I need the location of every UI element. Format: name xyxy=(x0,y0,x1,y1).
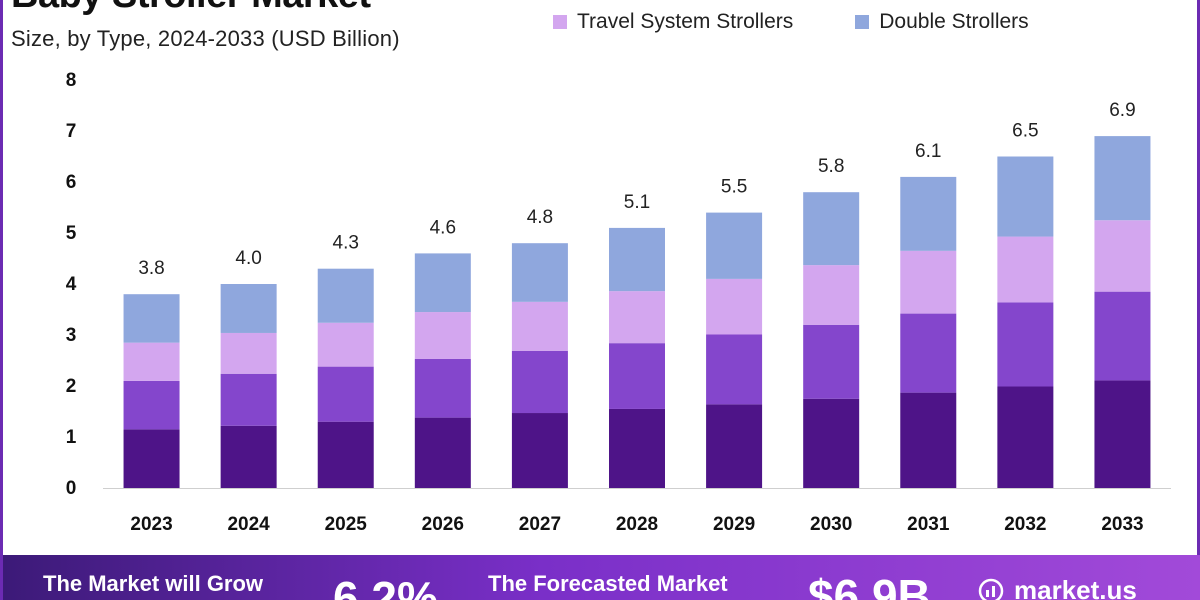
chart-title: Baby Stroller Market xyxy=(11,0,371,17)
bar-segment-2025-s2 xyxy=(317,322,374,367)
brand-logo: market.us xyxy=(978,575,1137,600)
bar-segment-2027-s0 xyxy=(511,413,568,488)
total-label-2023: 3.8 xyxy=(138,258,164,279)
x-tick-label-2030: 2030 xyxy=(810,514,852,535)
total-label-2030: 5.8 xyxy=(818,156,844,177)
bar-segment-2025-s1 xyxy=(317,366,374,422)
legend-item-travel-system: Travel System Strollers xyxy=(553,10,793,34)
y-tick-label: 8 xyxy=(66,70,77,91)
banner-forecast-value: $6.9B xyxy=(808,570,931,600)
total-label-2024: 4.0 xyxy=(235,248,261,269)
bar-segment-2033-s2 xyxy=(1094,220,1151,292)
total-label-2032: 6.5 xyxy=(1012,121,1038,142)
bar-segment-2028-s3 xyxy=(609,227,665,292)
bar-segment-2023-s2 xyxy=(123,342,180,381)
legend-item-double: Double Strollers xyxy=(855,10,1029,34)
bar-segment-2023-s3 xyxy=(123,294,180,343)
bar-segment-2027-s2 xyxy=(511,301,568,351)
bar-segment-2030-s1 xyxy=(803,324,860,399)
bar-segment-2030-s0 xyxy=(803,398,860,488)
bar-segment-2029-s1 xyxy=(706,334,763,405)
bar-segment-2032-s3 xyxy=(997,156,1054,237)
x-tick-label-2033: 2033 xyxy=(1101,514,1143,535)
y-tick-label: 1 xyxy=(66,427,77,448)
x-tick-label-2031: 2031 xyxy=(907,514,950,535)
legend: Travel System Strollers Double Strollers xyxy=(553,10,1029,34)
bar-segment-2024-s1 xyxy=(220,373,277,426)
x-tick-label-2026: 2026 xyxy=(422,514,464,535)
bar-segment-2033-s0 xyxy=(1094,380,1151,488)
bar-segment-2026-s2 xyxy=(414,312,471,359)
total-label-2027: 4.8 xyxy=(527,207,553,228)
bar-segment-2024-s3 xyxy=(220,284,277,333)
bar-segment-2028-s0 xyxy=(609,408,665,488)
bar-segment-2033-s3 xyxy=(1094,136,1151,221)
bar-segment-2027-s1 xyxy=(511,350,568,414)
total-label-2033: 6.9 xyxy=(1109,100,1135,121)
bar-segment-2026-s0 xyxy=(414,417,471,488)
total-label-2026: 4.6 xyxy=(430,217,456,238)
bar-segment-2031-s3 xyxy=(900,176,957,251)
y-tick-label: 6 xyxy=(66,172,77,193)
banner-growth-label: The Market will Grow xyxy=(43,571,264,596)
summary-banner: The Market will Grow 6.2% The Forecasted… xyxy=(3,555,1200,600)
legend-swatch-double xyxy=(855,15,870,29)
bar-segment-2033-s1 xyxy=(1094,291,1151,381)
bar-segment-2029-s3 xyxy=(706,212,763,279)
legend-label-travel-system: Travel System Strollers xyxy=(577,10,794,33)
bar-segment-2030-s2 xyxy=(803,265,860,325)
bar-segment-2031-s2 xyxy=(900,250,957,314)
legend-swatch-travel-system xyxy=(553,15,567,29)
bar-segment-2030-s3 xyxy=(803,192,860,266)
banner-forecast-label: The Forecasted Market xyxy=(488,571,728,596)
bar-segment-2024-s2 xyxy=(220,332,277,374)
bar-segment-2025-s3 xyxy=(317,268,374,323)
total-label-2029: 5.5 xyxy=(721,177,747,198)
x-tick-label-2028: 2028 xyxy=(616,514,658,535)
y-tick-label: 4 xyxy=(66,274,77,295)
y-tick-label: 3 xyxy=(66,325,77,346)
x-tick-label-2032: 2032 xyxy=(1004,514,1046,535)
bar-segment-2023-s0 xyxy=(123,429,180,488)
total-label-2025: 4.3 xyxy=(333,233,359,254)
bar-segment-2023-s1 xyxy=(123,380,180,430)
bar-segment-2026-s1 xyxy=(414,358,471,418)
bar-segment-2024-s0 xyxy=(220,425,277,488)
bar-segment-2029-s2 xyxy=(706,278,763,335)
bar-segment-2032-s0 xyxy=(997,386,1054,488)
total-label-2031: 6.1 xyxy=(915,141,941,162)
bar-segment-2026-s3 xyxy=(414,253,471,313)
bar-segment-2027-s3 xyxy=(511,243,568,302)
y-tick-label: 7 xyxy=(66,121,77,142)
chart-subtitle: Size, by Type, 2024-2033 (USD Billion) xyxy=(11,26,400,51)
legend-label-double: Double Strollers xyxy=(879,10,1029,33)
y-tick-label: 5 xyxy=(66,223,77,244)
x-tick-label-2027: 2027 xyxy=(519,514,561,535)
x-tick-label-2023: 2023 xyxy=(130,514,172,535)
bar-segment-2031-s0 xyxy=(900,392,957,488)
banner-growth-value: 6.2% xyxy=(333,572,438,600)
bar-segment-2025-s0 xyxy=(317,421,374,488)
total-label-2028: 5.1 xyxy=(624,192,650,213)
y-tick-label: 2 xyxy=(66,376,77,397)
bar-chart-icon xyxy=(978,578,1004,600)
bar-segment-2031-s1 xyxy=(900,313,957,393)
x-tick-label-2025: 2025 xyxy=(325,514,368,535)
stacked-bar-chart: 0 1 2 3 4 5 6 7 8 3.8 2023 4.0 2024 4.3 2025 4.6 2026 4.8… xyxy=(66,70,1171,535)
y-tick-label: 0 xyxy=(66,478,77,499)
bar-segment-2032-s2 xyxy=(997,236,1054,303)
bar-segment-2029-s0 xyxy=(706,404,763,488)
bar-segment-2028-s2 xyxy=(609,291,665,344)
x-tick-label-2024: 2024 xyxy=(227,514,270,535)
x-tick-label-2029: 2029 xyxy=(713,514,755,535)
brand-name: market.us xyxy=(1014,575,1137,600)
bar-segment-2028-s1 xyxy=(609,343,665,409)
bar-segment-2032-s1 xyxy=(997,302,1054,387)
